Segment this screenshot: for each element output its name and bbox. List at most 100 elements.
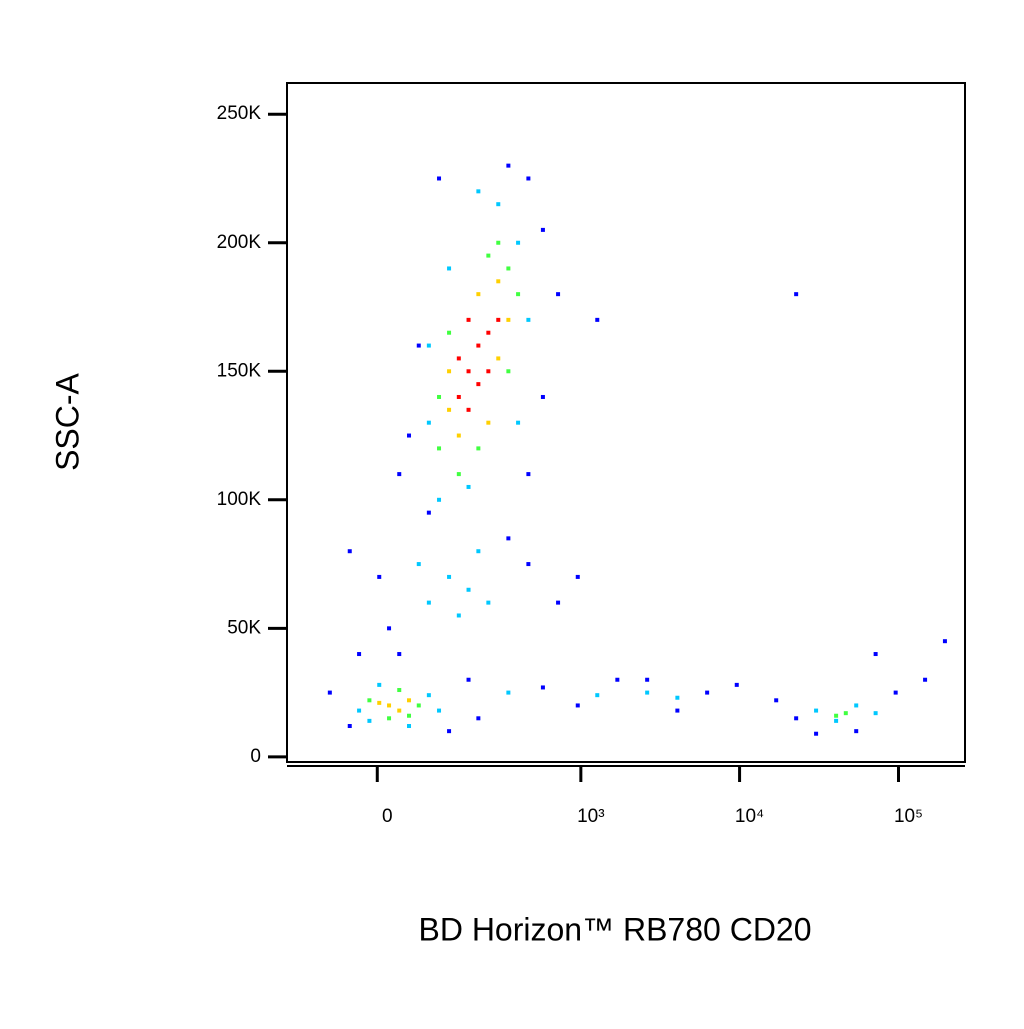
event-dot (854, 729, 859, 734)
event-dot (843, 711, 848, 716)
event-dot (506, 536, 511, 541)
event-dot (486, 600, 491, 605)
event-dot (387, 716, 392, 721)
event-dot (476, 382, 481, 387)
event-dot (540, 685, 545, 690)
event-dot (645, 677, 650, 682)
event-dot (407, 698, 412, 703)
event-dot (357, 708, 362, 713)
event-dot (416, 343, 421, 348)
event-dot (794, 716, 799, 721)
event-dot (506, 690, 511, 695)
event-dot (456, 394, 461, 399)
event-dot (437, 497, 442, 502)
y-axis-label: SSC-A (49, 372, 85, 470)
event-dot (814, 731, 819, 736)
event-dot (506, 163, 511, 168)
y-tick-label: 250K (217, 103, 262, 124)
event-dot (466, 587, 471, 592)
event-dot (496, 202, 501, 207)
event-dot (347, 549, 352, 554)
event-dot (426, 510, 431, 515)
event-dot (496, 279, 501, 284)
event-dot (595, 693, 600, 698)
event-dot (447, 574, 452, 579)
event-dot (367, 698, 372, 703)
event-dot (540, 394, 545, 399)
event-dot (942, 639, 947, 644)
event-dot (575, 574, 580, 579)
event-dot (466, 317, 471, 322)
plot-frame (286, 82, 966, 763)
event-dot (426, 693, 431, 698)
event-dot (834, 713, 839, 718)
event-dot (397, 472, 402, 477)
event-dot (387, 626, 392, 631)
event-dot (854, 703, 859, 708)
event-dot (447, 330, 452, 335)
event-dot (476, 446, 481, 451)
event-dot (476, 716, 481, 721)
y-tick-label: 200K (217, 232, 262, 253)
event-dot (526, 472, 531, 477)
event-dot (466, 484, 471, 489)
event-dot (486, 369, 491, 374)
event-dot (377, 574, 382, 579)
x-tick-label: 0 (382, 806, 393, 827)
event-dot (645, 690, 650, 695)
event-dot (526, 562, 531, 567)
event-dot (556, 292, 561, 297)
event-dot (595, 317, 600, 322)
event-dot (416, 703, 421, 708)
event-dot (377, 700, 382, 705)
event-dot (556, 600, 561, 605)
event-dot (516, 240, 521, 245)
y-tick-label: 0 (250, 746, 261, 767)
event-dot (447, 407, 452, 412)
event-dot (476, 189, 481, 194)
event-dot (496, 317, 501, 322)
event-dot (456, 613, 461, 618)
event-dot (834, 718, 839, 723)
event-dot (387, 703, 392, 708)
event-dot (516, 420, 521, 425)
event-dot (447, 266, 452, 271)
event-dot (437, 708, 442, 713)
y-tick-label: 150K (217, 360, 262, 381)
x-tick-label: 10⁴ (735, 806, 764, 827)
event-dot (426, 600, 431, 605)
event-dot (367, 718, 372, 723)
event-dot (873, 652, 878, 657)
event-dot (476, 549, 481, 554)
event-dot (347, 724, 352, 729)
event-dot (357, 652, 362, 657)
event-dot (615, 677, 620, 682)
event-dot (416, 562, 421, 567)
x-tick-label: 10⁵ (894, 806, 923, 827)
event-dot (437, 176, 442, 181)
event-dot (873, 711, 878, 716)
event-dot (526, 317, 531, 322)
event-dot (496, 240, 501, 245)
event-dot (426, 420, 431, 425)
event-dot (456, 472, 461, 477)
event-dot (575, 703, 580, 708)
event-dot (486, 253, 491, 258)
event-dot (466, 369, 471, 374)
event-dot (466, 407, 471, 412)
event-dot (540, 227, 545, 232)
event-dot (496, 356, 501, 361)
event-dot (437, 394, 442, 399)
event-dot (466, 677, 471, 682)
event-dot (675, 695, 680, 700)
event-dot (675, 708, 680, 713)
event-dot (447, 729, 452, 734)
event-dot (893, 690, 898, 695)
event-dot (486, 420, 491, 425)
event-dot (397, 688, 402, 693)
event-dot (407, 713, 412, 718)
event-dot (397, 652, 402, 657)
event-dot (705, 690, 710, 695)
event-dot (426, 343, 431, 348)
event-dot (456, 433, 461, 438)
